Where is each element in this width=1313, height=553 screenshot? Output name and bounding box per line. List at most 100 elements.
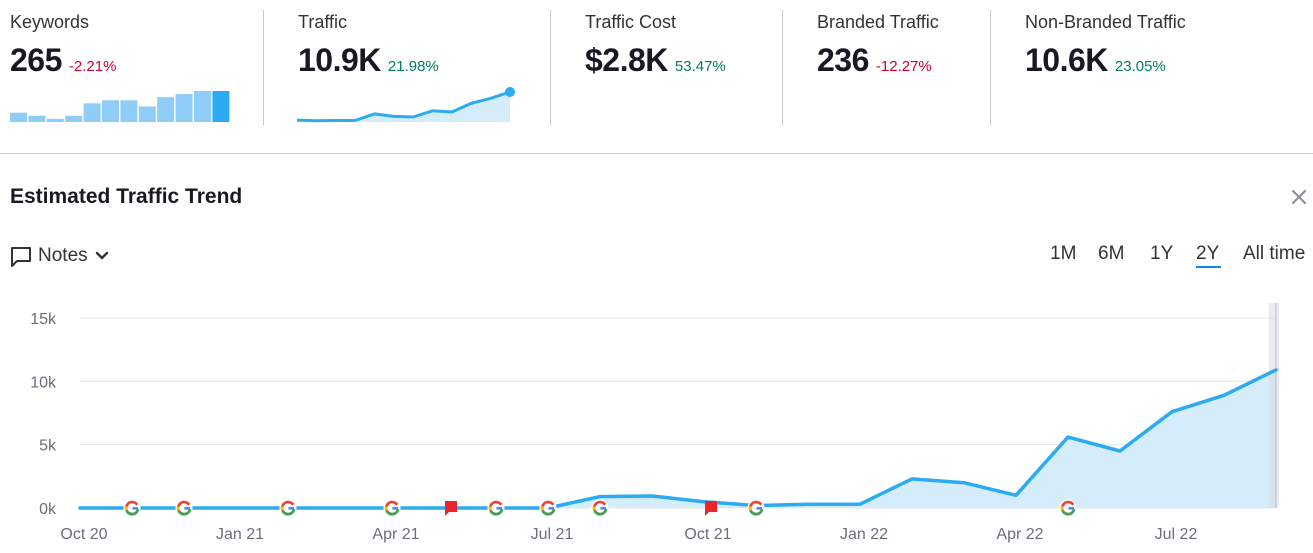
metric-value-row: $2.8K 53.47% <box>585 42 726 79</box>
traffic-spark-line <box>296 90 511 123</box>
keywords-spark-bar <box>194 91 211 122</box>
note-icon <box>11 247 31 267</box>
keywords-spark-bar <box>28 115 46 122</box>
keywords-spark-bar <box>83 103 101 122</box>
metric-label: Non-Branded Traffic <box>1025 12 1186 32</box>
close-button[interactable] <box>1288 186 1310 208</box>
metric-change: 23.05% <box>1114 58 1166 75</box>
metric-change: -2.21% <box>68 58 117 75</box>
google-update-icon[interactable] <box>279 499 297 517</box>
google-update-icon[interactable] <box>175 499 193 517</box>
metric-change: -12.27% <box>875 58 932 75</box>
metric-value-row: 10.9K 21.98% <box>298 42 439 79</box>
range-all-time[interactable]: All time <box>1243 243 1306 264</box>
divider <box>550 10 551 125</box>
y-tick-label: 0k <box>39 501 57 518</box>
metric-value: 10.6K <box>1025 42 1108 78</box>
notes-label: Notes <box>38 245 88 266</box>
divider <box>782 10 783 125</box>
data-point <box>650 494 654 498</box>
data-point <box>338 506 342 510</box>
y-tick-label: 5k <box>39 438 57 455</box>
metric-traffic-cost[interactable]: Traffic Cost $2.8K 53.47% <box>585 0 775 126</box>
metric-non-branded-traffic[interactable]: Non-Branded Traffic 10.6K 23.05% <box>1025 0 1305 126</box>
divider <box>990 10 991 125</box>
data-point <box>858 502 862 506</box>
google-update-icon[interactable] <box>591 499 609 517</box>
metric-value: 265 <box>10 42 62 78</box>
metric-change: 53.47% <box>674 58 726 75</box>
x-tick-label: Jan 21 <box>216 526 264 543</box>
metric-value-row: 10.6K 23.05% <box>1025 42 1166 79</box>
x-tick-label: Jan 22 <box>840 526 888 543</box>
data-point <box>806 502 810 506</box>
divider <box>263 10 264 125</box>
google-update-icon[interactable] <box>383 499 401 517</box>
traffic-area <box>80 369 1276 508</box>
traffic-sparkline <box>296 87 515 123</box>
range-6m[interactable]: 6M <box>1098 243 1125 264</box>
keywords-spark-bar <box>10 112 27 122</box>
google-update-icon[interactable] <box>1059 499 1077 517</box>
metric-label: Branded Traffic <box>817 12 939 32</box>
keywords-spark-bar <box>46 118 64 122</box>
google-update-icon[interactable] <box>487 499 505 517</box>
data-point <box>1170 410 1174 414</box>
metric-keywords[interactable]: Keywords 265 -2.21% <box>10 0 250 126</box>
x-tick-label: Jul 21 <box>531 526 574 543</box>
note-flag-icon[interactable] <box>445 501 457 516</box>
range-2y[interactable]: 2Y <box>1196 243 1220 264</box>
close-icon <box>1291 189 1307 205</box>
data-point <box>1118 449 1122 453</box>
keywords-sparkline <box>10 91 230 122</box>
range-1y[interactable]: 1Y <box>1150 243 1174 264</box>
note-flag-icon[interactable] <box>705 501 717 516</box>
metric-value: $2.8K <box>585 42 668 78</box>
data-point <box>1274 368 1278 372</box>
x-tick-label: Oct 21 <box>684 526 731 543</box>
google-update-icon[interactable] <box>539 499 557 517</box>
data-point <box>1066 435 1070 439</box>
keywords-spark-bar <box>65 115 83 122</box>
panel-title: Estimated Traffic Trend <box>10 185 243 208</box>
metric-value: 236 <box>817 42 869 78</box>
data-point <box>234 506 238 510</box>
data-point <box>598 495 602 499</box>
metric-value-row: 265 -2.21% <box>10 42 116 79</box>
keywords-spark-bar <box>138 106 156 122</box>
data-point <box>78 506 82 510</box>
keywords-spark-bar <box>212 91 230 122</box>
google-update-icon[interactable] <box>123 499 141 517</box>
y-tick-label: 15k <box>30 311 57 328</box>
data-point <box>962 481 966 485</box>
metric-traffic[interactable]: Traffic 10.9K 21.98% <box>296 0 538 126</box>
keywords-spark-bar <box>175 94 193 122</box>
data-point <box>910 477 914 481</box>
y-tick-label: 10k <box>30 374 57 391</box>
x-tick-label: Jul 22 <box>1155 526 1198 543</box>
x-tick-label: Oct 20 <box>60 526 107 543</box>
metric-value: 10.9K <box>298 42 381 78</box>
traffic-spark-dot <box>505 87 515 97</box>
keywords-spark-bar <box>120 100 138 122</box>
traffic-line <box>78 368 1278 510</box>
panel-divider <box>0 153 1313 154</box>
data-point <box>1014 493 1018 497</box>
notes-dropdown[interactable]: Notes <box>10 243 110 269</box>
metric-label: Traffic <box>298 12 348 32</box>
range-1m[interactable]: 1M <box>1050 243 1077 264</box>
traffic-trend-chart: 0k 5k 10k 15k Oct 20 Jan 21 Apr 21 Jul 21 Oct 21… <box>30 303 1279 543</box>
active-range-underline <box>1196 266 1221 268</box>
keywords-spark-bar <box>157 97 175 122</box>
metric-branded-traffic[interactable]: Branded Traffic 236 -12.27% <box>817 0 987 126</box>
metric-label: Traffic Cost <box>585 12 677 32</box>
google-update-icon[interactable] <box>747 499 765 517</box>
metrics-row: Keywords 265 -2.21% Traffic 10.9K 21.98%… <box>0 0 1313 154</box>
metric-value-row: 236 -12.27% <box>817 42 932 79</box>
chevron-down-icon <box>95 251 108 260</box>
x-tick-label: Apr 21 <box>372 526 419 543</box>
x-tick-label: Apr 22 <box>996 526 1043 543</box>
metric-label: Keywords <box>10 12 90 32</box>
metric-change: 21.98% <box>387 58 439 75</box>
keywords-spark-bar <box>102 100 119 122</box>
